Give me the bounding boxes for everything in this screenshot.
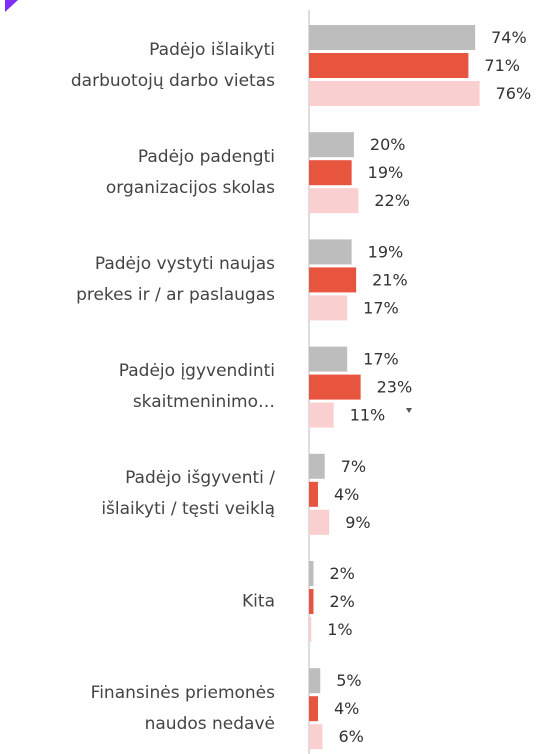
value-label: 5% [336,671,361,690]
bar [309,267,357,293]
decoration [5,0,18,12]
category-label: Padėjo išlaikyti darbuotojų darbo vietas [70,39,275,91]
category-label: Finansinės priemonės naudos nedavė [90,682,275,734]
bar [309,453,325,479]
category-label: Padėjo įgyvendinti skaitmeninimo… [118,361,275,413]
bar [309,295,348,321]
bar [309,402,334,428]
value-label: 23% [377,378,413,397]
value-label: 22% [374,191,410,210]
bar [309,132,354,158]
value-label: 21% [372,270,408,289]
value-label: 19% [368,163,404,182]
category-label: Padėjo išgyventi / išlaikyti / tęsti vei… [101,468,275,520]
category-label: Kita [242,591,275,611]
value-label: 17% [363,298,399,317]
value-label: 7% [341,457,366,476]
value-label: 6% [338,727,363,746]
bar [309,160,352,186]
value-label: 9% [345,513,370,532]
value-label: 19% [368,242,404,261]
bar [309,481,318,507]
bar [309,561,314,586]
value-label: 4% [334,699,359,718]
bar [309,346,348,372]
dropdown-icon [406,408,412,413]
value-label: 76% [496,84,532,103]
value-label: 17% [363,350,399,369]
bar [309,239,352,265]
bar [309,668,321,694]
value-label: 2% [329,592,354,611]
bar [309,81,480,106]
bar [309,374,361,400]
category-label: Padėjo padengti organizacijos skolas [105,146,275,198]
bar [309,589,314,614]
bar [309,724,323,750]
value-label: 11% [350,406,386,425]
bar [309,188,359,214]
bar [309,696,318,722]
bar [309,25,476,50]
value-label: 4% [334,485,359,504]
value-label: 74% [491,28,527,47]
category-label: Padėjo vystyti naujas prekes ir / ar pas… [76,253,275,305]
bar [309,617,312,642]
bar [309,509,330,535]
value-label: 20% [370,135,406,154]
value-label: 71% [484,56,520,75]
value-label: 1% [327,620,352,639]
value-label: 2% [329,564,354,583]
bar [309,53,469,78]
